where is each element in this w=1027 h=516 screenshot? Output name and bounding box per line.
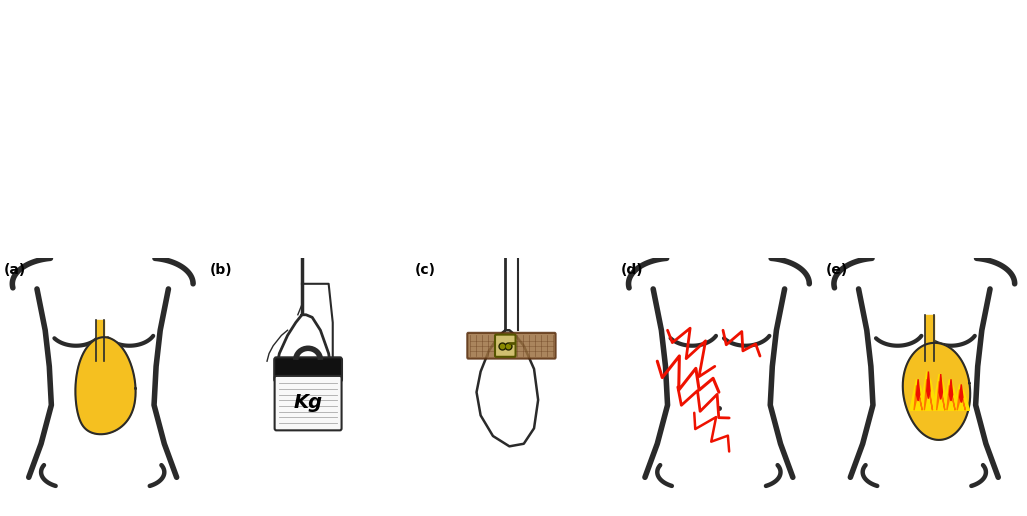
FancyBboxPatch shape bbox=[495, 335, 516, 357]
Polygon shape bbox=[920, 372, 937, 410]
Polygon shape bbox=[75, 337, 136, 434]
FancyBboxPatch shape bbox=[274, 376, 342, 430]
Polygon shape bbox=[939, 374, 943, 399]
Polygon shape bbox=[914, 385, 922, 410]
Polygon shape bbox=[925, 315, 934, 361]
Polygon shape bbox=[916, 379, 920, 401]
Polygon shape bbox=[910, 382, 926, 410]
Polygon shape bbox=[926, 372, 930, 398]
Polygon shape bbox=[910, 379, 926, 410]
Polygon shape bbox=[953, 384, 969, 410]
FancyBboxPatch shape bbox=[467, 333, 556, 359]
Polygon shape bbox=[937, 381, 945, 410]
Polygon shape bbox=[949, 379, 953, 401]
Text: (e): (e) bbox=[826, 263, 848, 277]
Polygon shape bbox=[953, 387, 969, 410]
Polygon shape bbox=[947, 385, 955, 410]
Text: Kg: Kg bbox=[294, 393, 322, 412]
FancyBboxPatch shape bbox=[274, 357, 342, 382]
Polygon shape bbox=[96, 320, 104, 361]
Polygon shape bbox=[924, 379, 933, 410]
Text: (d): (d) bbox=[620, 263, 643, 277]
Polygon shape bbox=[959, 384, 963, 402]
Polygon shape bbox=[275, 315, 333, 428]
Text: (a): (a) bbox=[4, 263, 27, 277]
Polygon shape bbox=[943, 379, 959, 410]
Polygon shape bbox=[943, 382, 959, 410]
Text: (b): (b) bbox=[210, 263, 232, 277]
Polygon shape bbox=[933, 378, 949, 410]
Polygon shape bbox=[903, 343, 971, 440]
Text: (c): (c) bbox=[415, 263, 435, 277]
Polygon shape bbox=[477, 330, 538, 446]
Polygon shape bbox=[957, 390, 965, 410]
Polygon shape bbox=[933, 374, 949, 410]
Polygon shape bbox=[920, 376, 937, 410]
